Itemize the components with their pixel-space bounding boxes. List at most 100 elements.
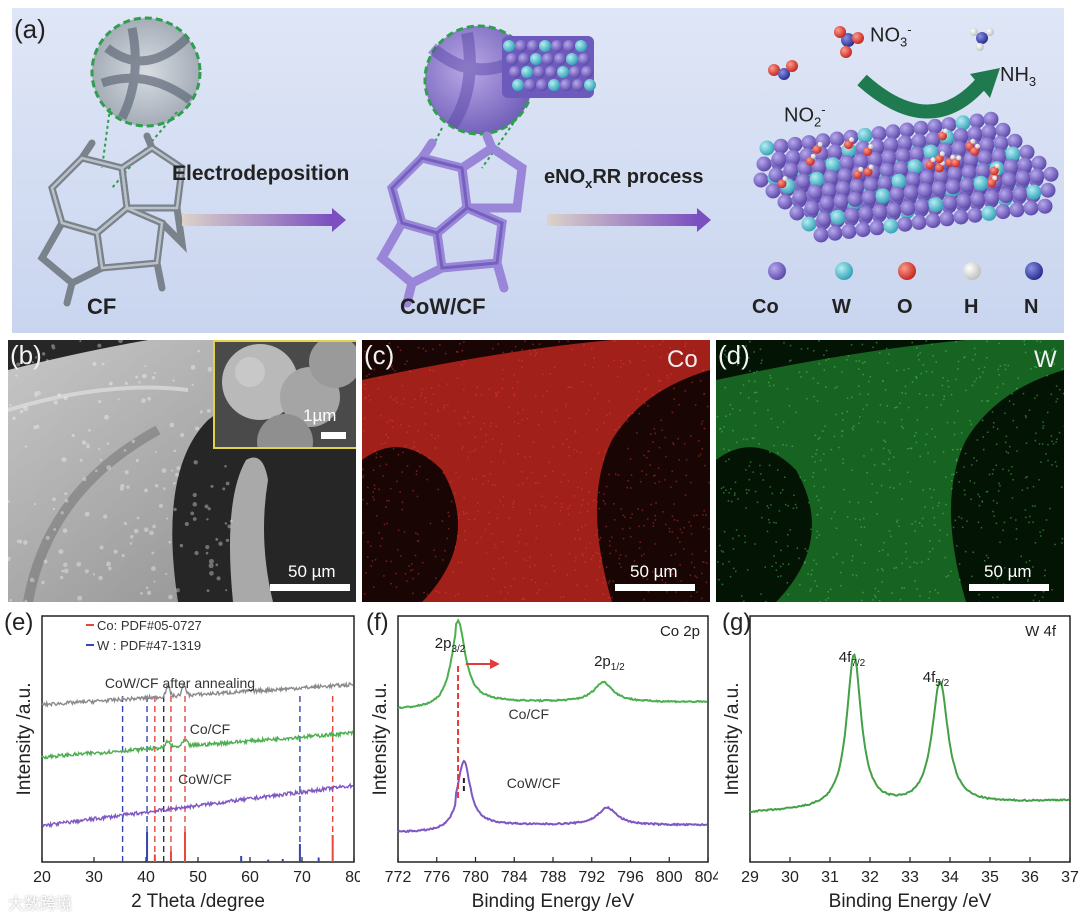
series-line: [41, 680, 354, 708]
x-tick-label: 80: [345, 869, 360, 886]
x-tick-label: 776: [423, 869, 450, 886]
panel-d-scale-label: 50 µm: [984, 562, 1032, 581]
w-element-label: W: [1034, 346, 1057, 373]
nh3-molecule: [970, 28, 994, 51]
x-tick-label: 29: [741, 869, 759, 886]
x-tick-label: 30: [85, 869, 103, 886]
legend-entry: Co: PDF#05-0727: [97, 618, 202, 633]
legend-w: W: [832, 296, 851, 318]
peak-label: 4f5/2: [923, 669, 950, 689]
panel-c-co-map: (c) Co 50 µm: [362, 340, 710, 602]
panel-d-w-map: (d) W 50 µm: [716, 340, 1064, 602]
x-tick-label: 70: [293, 869, 311, 886]
x-tick-label: 788: [540, 869, 567, 886]
no2-molecule: [768, 60, 798, 80]
x-tick-label: 796: [617, 869, 644, 886]
chart-title: W 4f: [1025, 623, 1057, 640]
panel-label: (e): [4, 609, 33, 636]
x-tick-label: 30: [781, 869, 799, 886]
panel-b-sem-image: (b) 1µm 50 µm: [8, 340, 356, 602]
series-line: [397, 618, 708, 710]
atom-legend: [768, 262, 1043, 280]
x-tick-label: 31: [821, 869, 839, 886]
series-label: CoW/CF: [178, 771, 232, 787]
x-axis-label: Binding Energy /eV: [829, 891, 992, 912]
plot-frame: [749, 615, 1071, 863]
panel-b-scale-bar: [270, 584, 350, 591]
x-tick-label: 784: [501, 869, 528, 886]
x-tick-label: 780: [462, 869, 489, 886]
panel-b-scale-label: 50 µm: [288, 562, 336, 581]
nh3-label: NH3: [1000, 64, 1037, 89]
inset-scale-bar: [321, 432, 346, 439]
series-line: [41, 730, 354, 760]
x-tick-label: 33: [901, 869, 919, 886]
x-tick-label: 32: [861, 869, 879, 886]
legend-o: O: [897, 296, 913, 318]
panel-c-label: (c): [364, 340, 395, 370]
panel-a-label: (a): [14, 14, 46, 44]
panel-c-scale-bar: [615, 584, 695, 591]
x-tick-label: 35: [981, 869, 999, 886]
series-label: CoW/CF: [507, 775, 561, 791]
legend-co: Co: [752, 296, 779, 318]
sem-inset: [213, 340, 356, 449]
x-axis-label: Binding Energy /eV: [472, 891, 635, 912]
chart-e-xrd: 20 30 40 50 60 70 80 2 Theta /degree Intensity /…: [4, 609, 360, 912]
panel-a-schematic: (a): [12, 8, 1064, 333]
series-label: Co/CF: [509, 706, 549, 722]
cow-cf-label: CoW/CF: [400, 294, 486, 319]
conversion-arrow: [857, 74, 990, 119]
enoxrr-label: eNOxRR process: [544, 166, 704, 191]
chart-f-co2p: 772 776 780 784 788 792 796 800 804 Binding Energ…: [366, 609, 718, 912]
y-axis-label: Intensity /a.u.: [14, 682, 35, 795]
cow-lattice-inset: [502, 36, 596, 98]
no3-label: NO3-: [870, 22, 912, 50]
arrow-enoxrr: [547, 214, 697, 226]
peak-label: 2p3/2: [435, 635, 466, 655]
no3-molecule: [834, 26, 864, 58]
chart-g-w4f: 29 30 31 32 33 34 35 36 37 Binding Energy /eV Inte…: [722, 609, 1079, 912]
x-tick-label: 50: [189, 869, 207, 886]
schematic-drawing: [37, 16, 1059, 308]
panel-d-scale-bar: [969, 584, 1049, 591]
x-tick-label: 60: [241, 869, 259, 886]
chart-title: Co 2p: [660, 623, 700, 640]
x-tick-label: 772: [385, 869, 412, 886]
series-line: [397, 759, 708, 834]
panel-label: (f): [366, 609, 389, 636]
panel-label: (g): [722, 609, 751, 636]
legend-entry: W : PDF#47-1319: [97, 638, 201, 653]
x-tick-label: 20: [33, 869, 51, 886]
cf-label: CF: [87, 294, 117, 319]
panel-c-scale-label: 50 µm: [630, 562, 678, 581]
series-label: Co/CF: [190, 721, 230, 737]
inset-scale-label: 1µm: [303, 406, 337, 425]
series-line: [749, 653, 1070, 814]
arrow-electrodeposition: [182, 214, 332, 226]
co-element-label: Co: [667, 346, 698, 373]
legend-h: H: [964, 296, 979, 318]
x-tick-label: 36: [1021, 869, 1039, 886]
x-tick-label: 800: [656, 869, 683, 886]
y-axis-label: Intensity /a.u.: [722, 682, 743, 795]
panel-d-label: (d): [718, 340, 750, 370]
x-tick-label: 34: [941, 869, 959, 886]
peak-label: 4f7/2: [839, 649, 866, 669]
panel-b-label: (b): [10, 340, 42, 370]
x-tick-label: 804: [695, 869, 718, 886]
legend-n: N: [1024, 296, 1039, 318]
x-axis-label: 2 Theta /degree: [131, 891, 265, 912]
shift-arrowhead: [490, 659, 500, 669]
x-tick-label: 40: [137, 869, 155, 886]
x-tick-label: 792: [578, 869, 605, 886]
series-label: CoW/CF after annealing: [105, 675, 255, 691]
watermark: 大数跨境: [8, 896, 73, 913]
series-line: [41, 782, 354, 829]
x-tick-label: 37: [1061, 869, 1079, 886]
no2-label: NO2-: [784, 102, 826, 130]
peak-label: 2p1/2: [594, 653, 625, 673]
cow-slab: [753, 111, 1059, 243]
electrodeposition-label: Electrodeposition: [172, 162, 350, 185]
cf-zoom-circle: [90, 16, 202, 128]
